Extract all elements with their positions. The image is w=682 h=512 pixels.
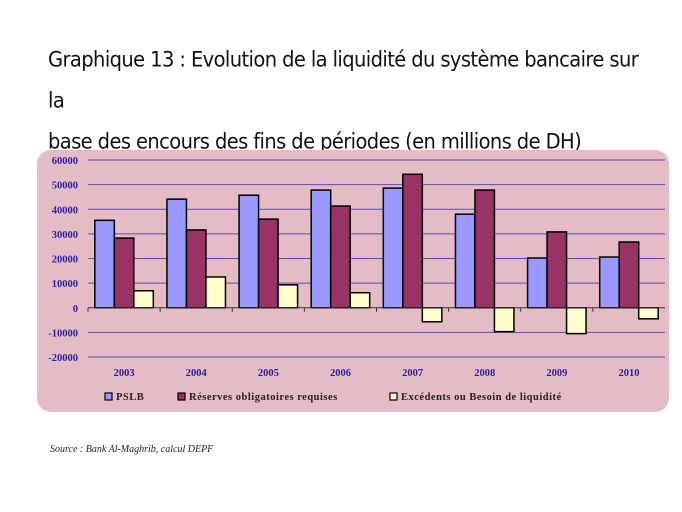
- bar-1: [238, 194, 260, 309]
- x-tick-label: 2005: [258, 368, 279, 379]
- bar-3: [349, 291, 371, 309]
- bar-1: [382, 187, 404, 309]
- bar-2: [113, 237, 135, 309]
- y-tick-label: 20000: [52, 255, 78, 266]
- x-tick-label: 2004: [186, 368, 208, 379]
- bar-3: [277, 284, 299, 309]
- x-tick-label: 2009: [546, 368, 567, 379]
- x-tick-label: 2010: [618, 368, 639, 379]
- y-tick-label: 10000: [52, 279, 78, 290]
- bar-2: [402, 173, 424, 309]
- x-tick-label: 2006: [330, 368, 351, 379]
- bar-3: [205, 276, 227, 309]
- y-tick-label: 30000: [52, 230, 78, 241]
- bar-1: [454, 213, 476, 309]
- bar-2: [546, 231, 568, 309]
- title-line-1: Graphique 13 : Evolution de la liquidité…: [48, 47, 639, 113]
- bar-2: [329, 205, 351, 309]
- x-tick-label: 2003: [114, 368, 135, 379]
- y-tick-label: 50000: [52, 181, 78, 192]
- y-tick-label: 0: [73, 304, 78, 315]
- bar-1: [598, 256, 620, 309]
- bar-2: [185, 229, 207, 309]
- y-tick-label: -10000: [48, 328, 78, 339]
- x-tick-label: 2008: [474, 368, 495, 379]
- y-tick-label: 60000: [52, 156, 78, 167]
- source-note: Source : Bank Al-Maghrib, calcul DEPF: [50, 444, 214, 455]
- bar-2: [618, 241, 640, 309]
- bar-3: [421, 307, 443, 323]
- bar-3: [133, 290, 155, 309]
- title-line-2: base des encours des fins de périodes (e…: [48, 129, 582, 154]
- bar-3: [565, 307, 587, 335]
- legend-label: PSLB: [116, 392, 144, 403]
- bar-2: [257, 218, 279, 309]
- y-tick-label: -20000: [48, 353, 78, 364]
- legend-label: Réserves obligatoires requises: [189, 392, 338, 403]
- legend-swatch: [177, 392, 186, 401]
- legend-swatch: [389, 392, 398, 401]
- bar-3: [637, 307, 659, 320]
- y-tick-label: 40000: [52, 205, 78, 216]
- chart-title: Graphique 13 : Evolution de la liquidité…: [48, 39, 648, 162]
- bar-1: [310, 189, 332, 309]
- bar-1: [526, 257, 548, 309]
- legend-label: Excédents ou Besoin de liquidité: [401, 392, 562, 403]
- bar-2: [474, 189, 496, 309]
- bar-3: [493, 307, 515, 333]
- bar-1: [94, 219, 116, 309]
- bar-1: [166, 198, 188, 309]
- x-tick-label: 2007: [402, 368, 423, 379]
- legend-swatch: [104, 392, 113, 401]
